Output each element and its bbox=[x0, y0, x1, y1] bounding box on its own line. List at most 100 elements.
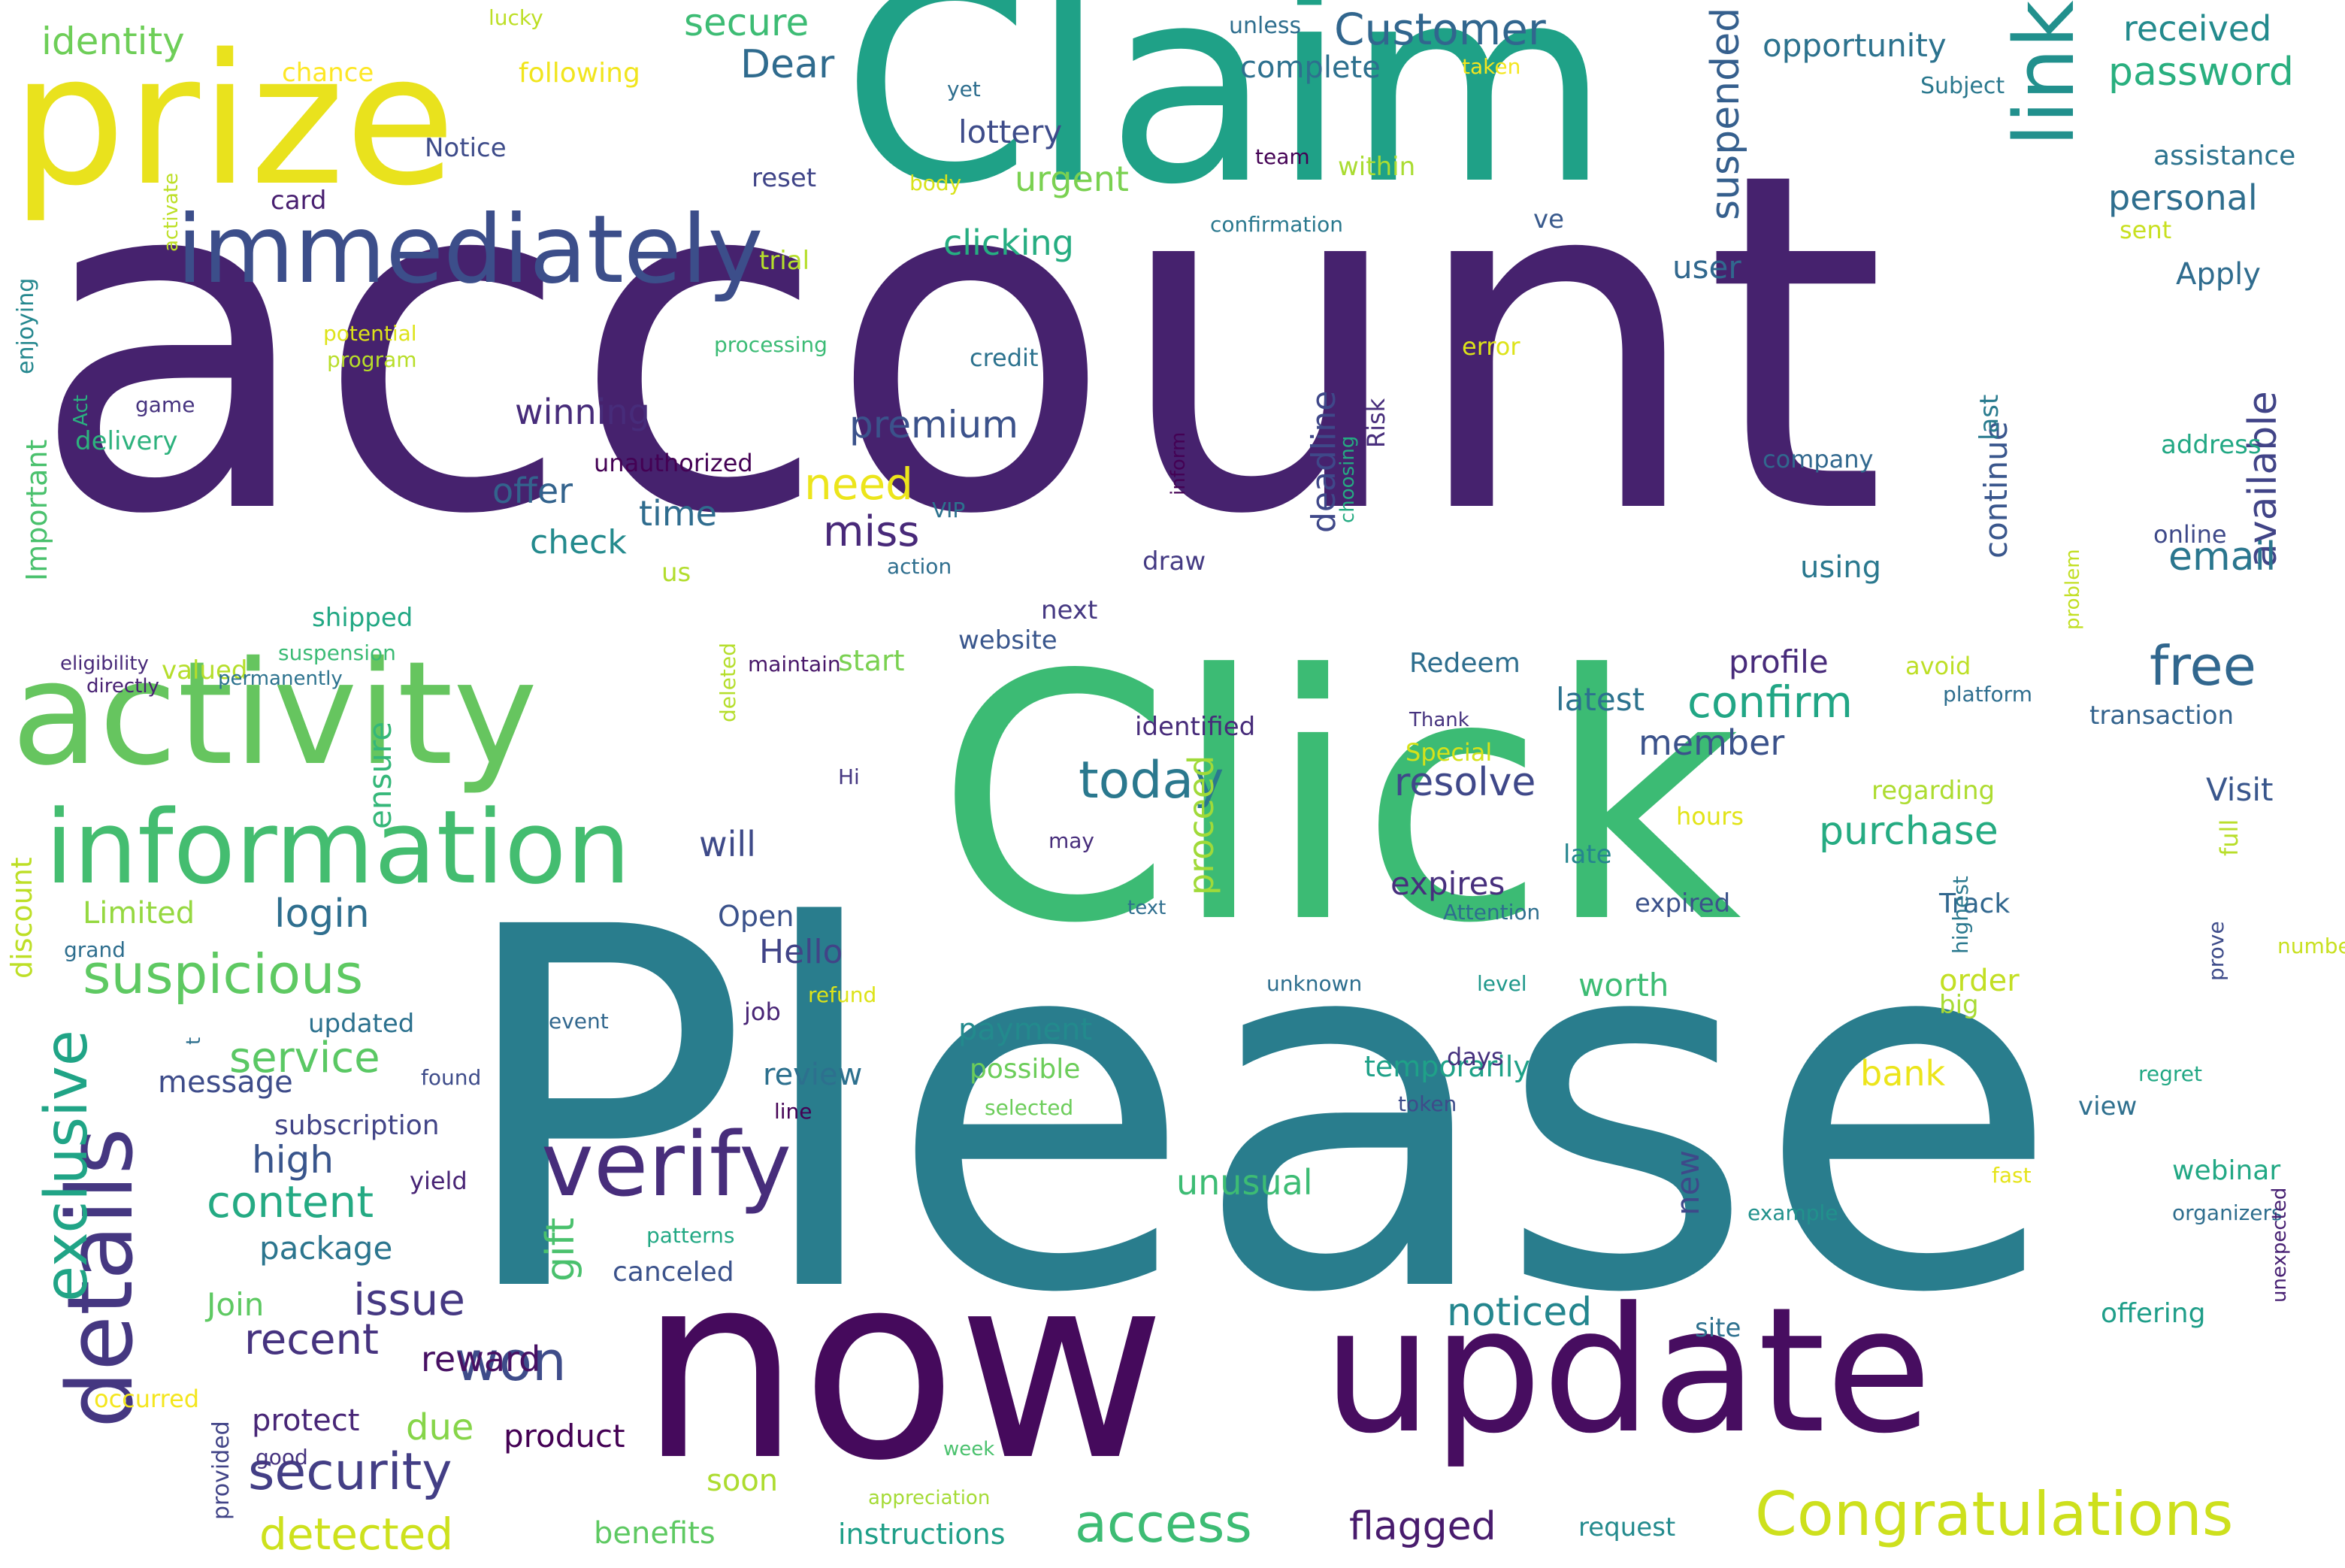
word-canceled: canceled bbox=[613, 1257, 734, 1288]
word-request: request bbox=[1578, 1512, 1676, 1542]
word-prize: prize bbox=[11, 15, 456, 226]
word-website: website bbox=[958, 625, 1058, 655]
word-customer: Customer bbox=[1334, 4, 1546, 55]
word-expired: expired bbox=[1635, 888, 1731, 919]
word-information: information bbox=[45, 789, 631, 907]
word-problem: problem bbox=[2062, 549, 2084, 630]
word-detected: detected bbox=[259, 1509, 454, 1560]
word-confirm: confirm bbox=[1687, 677, 1853, 728]
word-offer: offer bbox=[492, 471, 573, 511]
word-appreciation: appreciation bbox=[868, 1487, 991, 1509]
word-complete: complete bbox=[1240, 50, 1381, 85]
word-subject: Subject bbox=[1920, 73, 2005, 99]
word-event: event bbox=[549, 1009, 609, 1034]
word-platform: platform bbox=[1943, 682, 2032, 707]
word-directly: directly bbox=[86, 675, 159, 698]
word-password: password bbox=[2108, 50, 2294, 95]
word-act: Act bbox=[70, 395, 92, 426]
word-ve: ve bbox=[1533, 204, 1565, 235]
word-lucky: lucky bbox=[489, 5, 543, 30]
word-action: action bbox=[887, 554, 952, 579]
word-selected: selected bbox=[985, 1095, 1074, 1120]
word-order: order bbox=[1939, 964, 2020, 998]
word-now: now bbox=[639, 1219, 1166, 1517]
word-link: link bbox=[1996, 0, 2092, 147]
word-join: Join bbox=[207, 1286, 265, 1323]
word-may: may bbox=[1048, 828, 1095, 853]
word-suspicious: suspicious bbox=[83, 943, 364, 1006]
word-bank: bank bbox=[1860, 1053, 1946, 1094]
word-open: Open bbox=[718, 900, 794, 933]
word-notice: Notice bbox=[425, 133, 507, 163]
word-credit: credit bbox=[970, 344, 1039, 372]
word-winning: winning bbox=[515, 392, 650, 432]
word-purchase: purchase bbox=[1819, 809, 1999, 854]
word-secure: secure bbox=[684, 1, 809, 44]
word-unknown: unknown bbox=[1266, 971, 1363, 996]
word-claim: Claim bbox=[842, 0, 1611, 244]
word-redeem: Redeem bbox=[1409, 648, 1520, 679]
word-flagged: flagged bbox=[1349, 1504, 1496, 1549]
word-discount: discount bbox=[5, 857, 38, 979]
word-reset: reset bbox=[752, 163, 817, 193]
word-updated: updated bbox=[308, 1009, 415, 1039]
word-due: due bbox=[406, 1406, 474, 1448]
word-following: following bbox=[519, 58, 640, 89]
word-good: good bbox=[256, 1445, 308, 1470]
word-using: using bbox=[1800, 550, 1882, 585]
word-full: full bbox=[2215, 819, 2244, 857]
word-user: user bbox=[1672, 249, 1741, 286]
word-recent: recent bbox=[244, 1315, 379, 1364]
word-job: job bbox=[744, 997, 781, 1026]
word-temporarily: temporarily bbox=[1364, 1050, 1530, 1083]
word-latest: latest bbox=[1556, 681, 1645, 718]
word-visit: Visit bbox=[2206, 771, 2274, 808]
word-text: text bbox=[1127, 897, 1166, 919]
word-grand: grand bbox=[64, 937, 126, 962]
word-personal: personal bbox=[2108, 177, 2258, 218]
word-instructions: instructions bbox=[838, 1518, 1006, 1551]
word-member: member bbox=[1638, 722, 1785, 763]
word-clicking: clicking bbox=[943, 222, 1074, 263]
word-new: new bbox=[1669, 1150, 1706, 1215]
word-important: Important bbox=[20, 440, 53, 582]
word-lottery: lottery bbox=[958, 114, 1063, 150]
word-confirmation: confirmation bbox=[1210, 212, 1343, 237]
word-card: card bbox=[271, 186, 327, 216]
word-refund: refund bbox=[808, 982, 877, 1007]
word-gift: gift bbox=[538, 1218, 583, 1282]
word-program: program bbox=[327, 347, 417, 372]
word-benefits: benefits bbox=[594, 1516, 716, 1551]
word-within: within bbox=[1338, 152, 1416, 182]
word-game: game bbox=[135, 392, 195, 417]
word-big: big bbox=[1939, 990, 1979, 1020]
word-eligibility: eligibility bbox=[60, 652, 149, 675]
word-patterns: patterns bbox=[646, 1223, 735, 1248]
word-address: address bbox=[2161, 430, 2262, 460]
word-message: message bbox=[158, 1065, 293, 1100]
word-hello: Hello bbox=[759, 933, 843, 971]
word-organizers: organizers bbox=[2172, 1200, 2283, 1225]
word-please: Please bbox=[451, 823, 2061, 1401]
word-unless: unless bbox=[1229, 13, 1302, 39]
word-proceed: proceed bbox=[1181, 755, 1221, 896]
word-possible: possible bbox=[970, 1054, 1081, 1085]
word-online: online bbox=[2153, 520, 2227, 549]
word-need: need bbox=[804, 459, 913, 510]
word-yet: yet bbox=[947, 77, 981, 101]
word-package: package bbox=[259, 1230, 393, 1267]
word-occurred: occurred bbox=[94, 1385, 200, 1413]
word-company: company bbox=[1763, 445, 1874, 474]
word-unauthorized: unauthorized bbox=[594, 449, 753, 477]
word-access: access bbox=[1075, 1493, 1252, 1554]
word-assistance: assistance bbox=[2153, 141, 2296, 171]
word-today: today bbox=[1079, 751, 1224, 810]
word-time: time bbox=[639, 493, 717, 534]
word-delivery: delivery bbox=[75, 426, 178, 456]
word-dear: Dear bbox=[740, 42, 835, 87]
word-found: found bbox=[421, 1065, 482, 1090]
word-site: site bbox=[1695, 1313, 1741, 1343]
word-account: account bbox=[30, 74, 1887, 616]
